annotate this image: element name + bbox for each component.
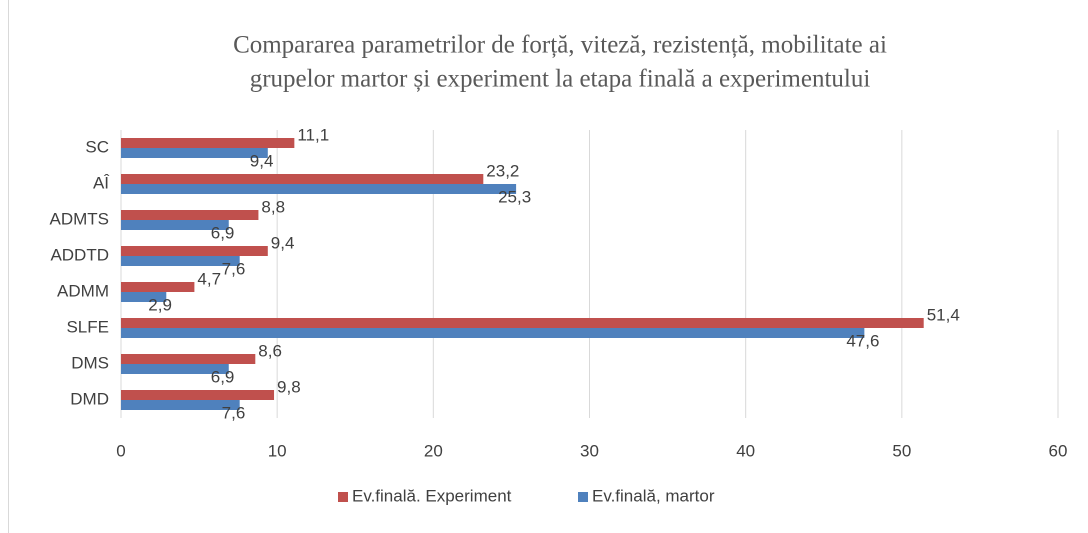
y-tick-label: AÎ — [93, 173, 110, 192]
x-tick-label: 50 — [892, 441, 911, 460]
bar — [121, 318, 924, 328]
x-tick-label: 40 — [736, 441, 755, 460]
bar — [121, 220, 229, 230]
data-label: 25,3 — [498, 187, 531, 206]
y-tick-label: DMD — [70, 389, 109, 408]
data-label: 23,2 — [486, 161, 519, 180]
y-tick-label: ADDTD — [50, 245, 109, 264]
data-label: 2,9 — [148, 295, 172, 314]
y-tick-label: ADMM — [57, 281, 109, 300]
bar — [121, 292, 167, 302]
x-tick-label: 10 — [268, 441, 287, 460]
x-tick-label: 30 — [580, 441, 599, 460]
bar — [121, 282, 195, 292]
bar — [121, 210, 259, 220]
bar — [121, 400, 240, 410]
bar — [121, 184, 517, 194]
chart-frame — [8, 0, 1088, 533]
bar — [121, 138, 295, 148]
bar — [121, 328, 865, 338]
bar — [121, 174, 484, 184]
data-label: 51,4 — [927, 305, 960, 324]
data-label: 7,6 — [222, 403, 246, 422]
chart-title: Compararea parametrilor de forță, viteză… — [233, 32, 887, 59]
data-label: 47,6 — [846, 331, 879, 350]
data-label: 8,8 — [261, 197, 285, 216]
bar — [121, 364, 229, 374]
y-tick-label: SLFE — [66, 317, 109, 336]
legend-swatch — [578, 492, 588, 502]
bar — [121, 354, 256, 364]
legend-label: Ev.finală, martor — [592, 486, 715, 505]
y-tick-label: SC — [85, 137, 109, 156]
bar — [121, 390, 275, 400]
legend-label: Ev.finală. Experiment — [352, 486, 512, 505]
y-tick-label: ADMTS — [50, 209, 110, 228]
data-label: 9,4 — [271, 233, 295, 252]
data-label: 8,6 — [258, 341, 282, 360]
data-label: 6,9 — [211, 223, 235, 242]
bar — [121, 148, 268, 158]
data-label: 9,8 — [277, 377, 301, 396]
data-label: 7,6 — [222, 259, 246, 278]
data-label: 11,1 — [297, 125, 329, 144]
data-label: 4,7 — [197, 269, 221, 288]
x-tick-label: 0 — [116, 441, 125, 460]
data-label: 9,4 — [250, 151, 274, 170]
x-tick-label: 60 — [1049, 441, 1068, 460]
data-label: 6,9 — [211, 367, 235, 386]
legend-swatch — [338, 492, 348, 502]
y-tick-label: DMS — [71, 353, 109, 372]
bar — [121, 246, 268, 256]
bar — [121, 256, 240, 266]
chart-title: grupelor martor și experiment la etapa f… — [250, 66, 871, 93]
x-tick-label: 20 — [424, 441, 443, 460]
